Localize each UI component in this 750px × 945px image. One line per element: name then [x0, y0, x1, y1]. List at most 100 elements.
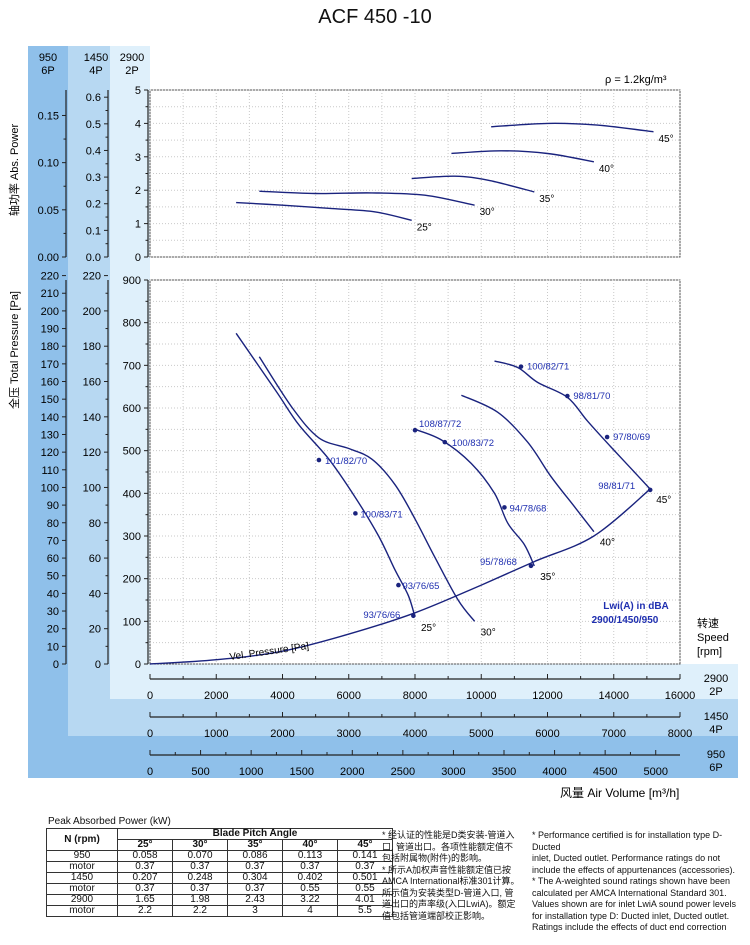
pressure-tick-label: 20 — [89, 624, 101, 636]
airflow-axis-speed: 950 — [707, 749, 725, 761]
note-line: 包括附属物(附件)的影响。 — [382, 853, 487, 863]
col-group-header: Blade Pitch Angle — [117, 828, 393, 840]
airflow-tick-label: 1000 — [239, 766, 263, 778]
airflow-axis-poles: 6P — [709, 762, 722, 774]
power-curve-label: 40° — [599, 164, 614, 175]
table-row: 2900 1.65 1.98 2.43 3.22 4.01 — [46, 894, 393, 906]
table-cell: 0.402 — [282, 872, 338, 884]
note-line: calculated per AMCA International Standa… — [532, 887, 727, 898]
pressure-tick-label: 80 — [47, 518, 59, 530]
pressure-tick-label: 200 — [123, 574, 141, 586]
table-cell: 5.5 — [337, 905, 393, 917]
angle-header: 40° — [282, 839, 338, 851]
pressure-curve-40 — [461, 394, 595, 533]
pressure-tick-label: 140 — [41, 412, 59, 424]
speed-label: [rpm] — [697, 646, 722, 658]
airflow-axis-poles: 2P — [709, 686, 722, 698]
table-cell: 0.248 — [172, 872, 228, 884]
table-cell: 0.55 — [282, 883, 338, 895]
airflow-tick-label: 0 — [147, 766, 153, 778]
noise-point-label: 100/83/72 — [452, 438, 494, 449]
table-cell: 3 — [227, 905, 283, 917]
power-tick-label: 5 — [135, 85, 141, 97]
note-line: 道出口的声率级(入口LwiA)。额定 — [382, 899, 516, 909]
table-cell: 0.37 — [227, 883, 283, 895]
airflow-axis-speed: 1450 — [704, 711, 728, 723]
power-tick-label: 0.3 — [86, 172, 101, 184]
note-line: * 经认证的性能是D类安装-管道入 — [382, 830, 515, 840]
airflow-tick-label: 12000 — [532, 690, 563, 702]
noise-point-label: 94/78/68 — [509, 503, 546, 514]
power-curve-25 — [236, 201, 412, 221]
pressure-curve-label: 40° — [600, 538, 615, 549]
pressure-tick-label: 60 — [47, 553, 59, 565]
airflow-tick-label: 3500 — [492, 766, 516, 778]
pressure-curve-label: 30° — [481, 627, 496, 638]
power-tick-label: 1 — [135, 219, 141, 231]
density-label: ρ = 1.2kg/m³ — [605, 74, 667, 86]
airflow-tick-label: 14000 — [598, 690, 629, 702]
lwi-speeds: 2900/1450/950 — [592, 615, 659, 626]
noise-point-label: 98/81/70 — [573, 391, 610, 402]
airflow-tick-label: 3000 — [337, 728, 361, 740]
note-line: inlet, Ducted outlet. Performance rating… — [532, 853, 721, 863]
axis-header-poles: 4P — [89, 65, 102, 77]
power-tick-label: 0.6 — [86, 92, 101, 104]
pressure-tick-label: 210 — [41, 288, 59, 300]
notes-chinese: * 经认证的性能是D类安装-管道入 口, 管道出口。各项性能额定值不 包括附属物(附… — [382, 830, 532, 922]
airflow-tick-label: 6000 — [535, 728, 559, 740]
pressure-tick-label: 100 — [83, 482, 101, 494]
pressure-tick-label: 40 — [47, 588, 59, 600]
speed-label: Speed — [697, 632, 729, 644]
power-tick-label: 0.15 — [38, 110, 59, 122]
power-table-title: Peak Absorbed Power (kW) — [48, 816, 171, 827]
airflow-tick-label: 2000 — [204, 690, 228, 702]
table-cell: 1.98 — [172, 894, 228, 906]
axis-header-rpm: 1450 — [84, 52, 108, 64]
fan-performance-chart: 9506P14504P29002P0.000.050.100.150.00.10… — [7, 46, 738, 800]
note-line: Values shown are for inlet LwiA sound po… — [532, 899, 736, 909]
power-tick-label: 0.10 — [38, 158, 59, 170]
note-line: * The A-weighted sound ratings shown hav… — [532, 876, 730, 886]
note-line: 值包括管道端部校正影响。 — [382, 910, 491, 921]
table-cell: 0.37 — [227, 861, 283, 873]
table-row: motor 0.37 0.37 0.37 0.55 0.55 — [46, 883, 393, 895]
airflow-tick-label: 4000 — [542, 766, 566, 778]
airflow-tick-label: 16000 — [665, 690, 696, 702]
pressure-curve-25 — [235, 332, 416, 618]
airflow-tick-label: 2000 — [340, 766, 364, 778]
pressure-tick-label: 130 — [41, 429, 59, 441]
noise-point — [316, 457, 322, 463]
table-cell: 0.37 — [172, 861, 228, 873]
pressure-tick-label: 30 — [47, 606, 59, 618]
table-cell: 1.65 — [117, 894, 173, 906]
noise-point — [353, 511, 358, 516]
power-table: N (rpm) Blade Pitch Angle 25° 30° 35° 40° 45… — [46, 828, 393, 917]
table-cell: 0.058 — [117, 850, 173, 862]
axis-header-poles: 2P — [125, 65, 138, 77]
table-cell: 2.2 — [172, 905, 228, 917]
power-tick-label: 0.0 — [86, 252, 101, 264]
pressure-tick-label: 140 — [83, 412, 101, 424]
angle-header: 30° — [172, 839, 228, 851]
note-line: AMCA International标准301计算。 — [382, 876, 520, 886]
airflow-axis-speed: 2900 — [704, 673, 728, 685]
noise-point — [647, 487, 653, 493]
noise-point-label: 98/81/71 — [598, 481, 635, 492]
axis-header-rpm: 2900 — [120, 52, 144, 64]
angle-header: 25° — [117, 839, 173, 851]
pressure-tick-label: 120 — [83, 447, 101, 459]
power-curve-label: 45° — [659, 134, 674, 145]
airflow-tick-label: 5000 — [469, 728, 493, 740]
note-line: 所示值为安装类型D-管道入口, 管 — [382, 887, 514, 898]
velocity-pressure-curve — [149, 488, 651, 665]
pressure-curve-label: 45° — [656, 495, 671, 506]
power-tick-label: 0.5 — [86, 119, 101, 131]
table-cell: 0.113 — [282, 850, 338, 862]
airflow-tick-label: 5000 — [643, 766, 667, 778]
airflow-tick-label: 0 — [147, 690, 153, 702]
airflow-tick-label: 3000 — [441, 766, 465, 778]
noise-point-label: 95/78/68 — [480, 557, 517, 568]
note-line: * 所示A加权声音性能额定值已按 — [382, 864, 512, 875]
table-cell: 0.37 — [282, 861, 338, 873]
